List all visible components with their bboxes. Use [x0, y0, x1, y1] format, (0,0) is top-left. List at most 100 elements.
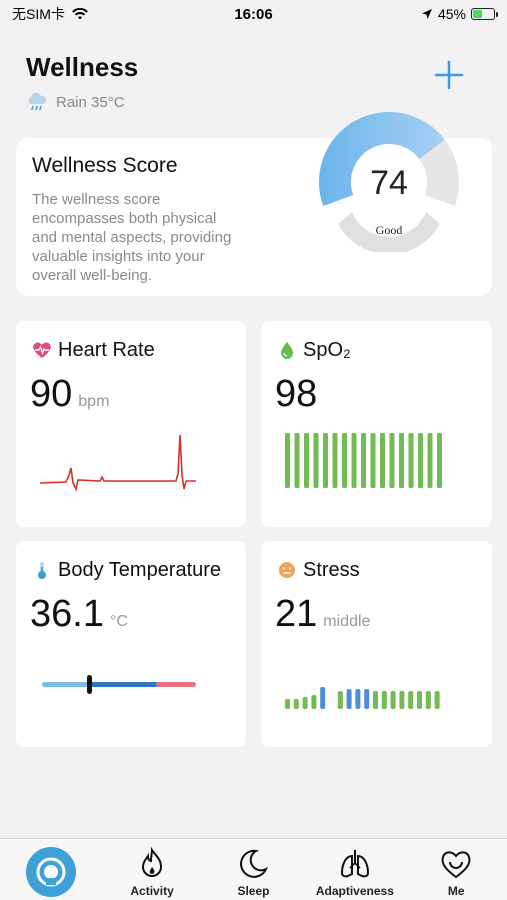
stress-bar: [320, 687, 325, 709]
status-left: 无SIM卡: [12, 4, 89, 24]
body-temperature-unit: °C: [110, 613, 128, 630]
score-description-line: and mental aspects, providing: [32, 228, 272, 247]
tab-activity[interactable]: Activity: [102, 839, 203, 900]
stress-bar: [364, 689, 369, 709]
tab-bar: Activity Sleep Adaptiveness Me: [0, 838, 507, 900]
stress-bar: [373, 691, 378, 709]
home-icon: [26, 847, 76, 897]
heart-rate-chart: [38, 431, 198, 496]
spo2-card[interactable]: SpO₂ 98: [261, 321, 492, 527]
stress-bar: [303, 697, 308, 709]
tab-me-label: Me: [406, 884, 507, 898]
carrier-label: 无SIM卡: [12, 4, 65, 24]
thermometer-icon: [32, 559, 52, 581]
tab-sleep-label: Sleep: [203, 884, 304, 898]
spo2-bar: [428, 433, 433, 488]
spo2-bar: [323, 433, 328, 488]
spo2-bar: [352, 433, 357, 488]
score-description-line: valuable insights into your: [32, 247, 272, 266]
stress-bar: [382, 691, 387, 709]
spo2-bar: [380, 433, 385, 488]
heart-rate-card[interactable]: Heart Rate 90 bpm: [16, 321, 246, 527]
heart-pulse-icon: [32, 339, 52, 361]
wellness-score-gauge: 74 Good: [316, 102, 462, 252]
stress-bar: [417, 691, 422, 709]
body-temperature-value: 36.1: [30, 593, 104, 635]
drop-icon: [277, 339, 297, 361]
stress-bar: [338, 691, 343, 709]
score-description: The wellness score encompasses both phys…: [32, 190, 272, 285]
heart-rate-title: Heart Rate: [58, 339, 155, 362]
battery-icon: [471, 8, 495, 20]
battery-percent: 45%: [438, 6, 466, 22]
weather-label: Rain 35°C: [56, 94, 125, 111]
stress-unit: middle: [323, 613, 370, 630]
heart-rate-value-row: 90 bpm: [30, 373, 109, 416]
location-arrow-icon: [421, 8, 433, 20]
spo2-bar: [295, 433, 300, 488]
heart-rate-unit: bpm: [78, 393, 109, 410]
temperature-high-segment: [156, 682, 196, 687]
wifi-icon: [71, 7, 89, 21]
temperature-scale: [40, 673, 200, 697]
battery-level: [473, 10, 482, 18]
heart-rate-line: [40, 435, 196, 489]
heart-face-icon: [439, 847, 473, 881]
page-title: Wellness: [26, 52, 138, 83]
rain-cloud-icon: [26, 92, 48, 112]
spo2-bar: [390, 433, 395, 488]
stress-card[interactable]: Stress 21 middle: [261, 541, 492, 747]
spo2-bar: [371, 433, 376, 488]
add-button[interactable]: [432, 58, 466, 92]
status-bar: 无SIM卡 16:06 45%: [0, 0, 507, 28]
score-description-line: encompasses both physical: [32, 209, 272, 228]
stress-title: Stress: [303, 559, 360, 582]
spo2-bar: [285, 433, 290, 488]
stress-bar: [426, 691, 431, 709]
score-description-line: overall well-being.: [32, 266, 272, 285]
spo2-bar: [333, 433, 338, 488]
spo2-bar: [304, 433, 309, 488]
body-temperature-title: Body Temperature: [58, 559, 221, 582]
tab-adaptiveness-label: Adaptiveness: [304, 884, 405, 898]
tab-adaptiveness[interactable]: Adaptiveness: [304, 839, 405, 900]
lungs-icon: [338, 847, 372, 881]
stress-bar: [294, 699, 299, 709]
spo2-bar: [399, 433, 404, 488]
score-description-line: The wellness score: [32, 190, 272, 209]
stress-bar: [399, 691, 404, 709]
spo2-bar: [418, 433, 423, 488]
stress-bar: [391, 691, 396, 709]
stress-bar: [311, 695, 316, 709]
stress-bar: [285, 699, 290, 709]
score-value: 74: [370, 164, 408, 202]
flame-icon: [135, 847, 169, 881]
spo2-bar: [314, 433, 319, 488]
stress-bar: [408, 691, 413, 709]
score-title: Wellness Score: [32, 154, 178, 178]
temperature-low-segment: [42, 682, 90, 687]
tab-sleep[interactable]: Sleep: [203, 839, 304, 900]
body-temperature-value-row: 36.1 °C: [30, 593, 128, 636]
tab-activity-label: Activity: [102, 884, 203, 898]
body-temperature-card[interactable]: Body Temperature 36.1 °C: [16, 541, 246, 747]
status-right: 45%: [421, 6, 495, 22]
weather-row: Rain 35°C: [26, 92, 125, 112]
tab-me[interactable]: Me: [406, 839, 507, 900]
spo2-bar: [409, 433, 414, 488]
stress-chart: [283, 681, 448, 711]
face-icon: [277, 559, 297, 581]
stress-bar: [347, 689, 352, 709]
spo2-value: 98: [275, 373, 317, 416]
temperature-normal-segment: [88, 682, 158, 687]
stress-bar: [435, 691, 440, 709]
spo2-bar: [437, 433, 442, 488]
spo2-chart: [283, 433, 448, 489]
tab-home[interactable]: [0, 839, 101, 900]
heart-rate-value: 90: [30, 373, 72, 415]
moon-icon: [236, 847, 270, 881]
spo2-bar: [342, 433, 347, 488]
stress-value: 21: [275, 593, 317, 635]
stress-bar: [355, 689, 360, 709]
stress-value-row: 21 middle: [275, 593, 370, 636]
